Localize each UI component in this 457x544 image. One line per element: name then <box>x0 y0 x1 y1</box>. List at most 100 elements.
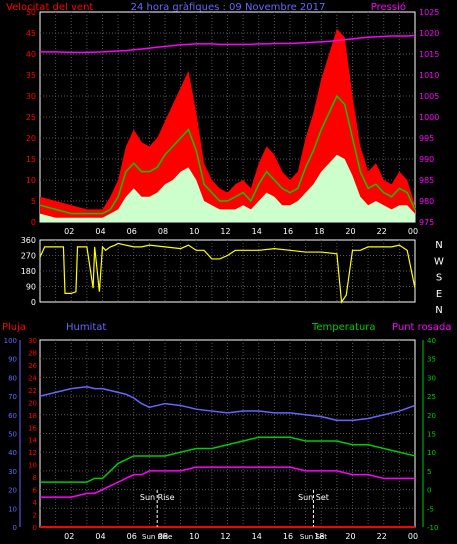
wind-speed-tick-label: 25 <box>26 113 36 122</box>
temperature-tick-label: 20 <box>427 412 436 420</box>
pressure-tick-label: 990 <box>419 155 434 164</box>
temperature-tick-label: 25 <box>427 393 436 401</box>
humidity-tick-label: 10 <box>8 505 17 513</box>
rain-tick-label: 4 <box>33 499 38 507</box>
wind-direction-line <box>39 242 416 304</box>
hour-tick-label: 18 <box>314 532 324 541</box>
hour-tick-label: 04 <box>95 227 105 236</box>
rain-tick-label: 0 <box>33 524 37 532</box>
rain-tick-label: 6 <box>33 487 38 495</box>
wind-speed-tick-label: 50 <box>26 8 36 17</box>
hour-tick-label: 10 <box>189 227 199 236</box>
rain-tick-label: 10 <box>28 462 37 470</box>
temperature-axis-title: Temperatura <box>311 322 376 333</box>
rain-tick-label: 24 <box>28 374 37 382</box>
direction-tick-label: 360 <box>21 236 36 245</box>
temperature-tick-label: 30 <box>427 374 436 382</box>
humidity-line <box>39 385 416 422</box>
temperature-tick-label: 35 <box>427 356 436 364</box>
hour-tick-label: 00 <box>408 532 418 541</box>
pressure-tick-label: 1005 <box>419 92 439 101</box>
direction-tick-label: 270 <box>21 252 36 261</box>
humidity-tick-label: 100 <box>4 337 17 345</box>
hour-tick-label: 20 <box>345 532 355 541</box>
humidity-tick-label: 0 <box>13 524 17 532</box>
hour-tick-label: 22 <box>377 227 387 236</box>
humidity-tick-label: 60 <box>8 412 17 420</box>
hour-tick-label: 16 <box>283 532 293 541</box>
rain-tick-label: 28 <box>28 349 37 357</box>
direction-tick-label: 180 <box>21 267 36 276</box>
hour-tick-label: 14 <box>252 227 262 236</box>
humidity-tick-label: 90 <box>8 356 17 364</box>
temperature-tick-label: 15 <box>427 431 436 439</box>
rain-tick-label: 8 <box>33 474 37 482</box>
pressure-tick-label: 1025 <box>419 8 439 17</box>
wind-speed-tick-label: 20 <box>26 134 36 143</box>
wind-speed-tick-label: 0 <box>31 218 36 227</box>
compass-point-label: S <box>436 273 442 284</box>
hour-tick-label: 08 <box>158 532 168 541</box>
wind-speed-tick-label: 30 <box>26 92 36 101</box>
wind-speed-tick-label: 15 <box>26 155 36 164</box>
rain-tick-label: 26 <box>28 362 37 370</box>
hour-tick-label: 02 <box>64 227 74 236</box>
rain-tick-label: 14 <box>28 437 37 445</box>
hour-tick-label: 16 <box>283 227 293 236</box>
sunrise-axis-label: Sun Rise <box>142 533 172 541</box>
pressure-tick-label: 980 <box>419 197 434 206</box>
hour-tick-label: 06 <box>127 227 137 236</box>
humidity-tick-label: 70 <box>8 393 17 401</box>
rain-tick-label: 22 <box>28 387 37 395</box>
rain-tick-label: 2 <box>33 512 37 520</box>
humidity-axis-title: Humitat <box>66 322 106 333</box>
hour-tick-label: 18 <box>314 227 324 236</box>
pressure-tick-label: 1015 <box>419 50 439 59</box>
pressure-tick-label: 985 <box>419 176 434 185</box>
sunset-label: Sun Set <box>298 493 329 502</box>
temperature-tick-label: -10 <box>427 524 438 532</box>
wind-speed-tick-label: 5 <box>31 197 36 206</box>
hour-tick-label: 04 <box>95 532 105 541</box>
pressure-axis-title: Pressió <box>371 1 406 13</box>
hour-tick-label: 06 <box>127 532 137 541</box>
pressure-line <box>40 34 416 54</box>
humidity-tick-label: 30 <box>8 468 17 476</box>
hour-tick-label: 20 <box>345 227 355 236</box>
compass-point-label: N <box>435 305 442 316</box>
hour-tick-label: 10 <box>189 532 199 541</box>
pressure-tick-label: 975 <box>419 218 434 227</box>
rain-tick-label: 30 <box>28 337 37 345</box>
wind-low-area <box>40 154 415 222</box>
rain-tick-label: 20 <box>28 399 37 407</box>
wind-speed-tick-label: 45 <box>26 29 36 38</box>
humidity-tick-label: 40 <box>8 449 17 457</box>
humidity-tick-label: 20 <box>8 487 17 495</box>
rain-tick-label: 16 <box>28 424 37 432</box>
rain-tick-label: 18 <box>28 412 37 420</box>
dewpoint-axis-title: Punt rosada <box>392 322 451 333</box>
hour-tick-label: 12 <box>220 227 230 236</box>
pressure-tick-label: 1010 <box>419 71 439 80</box>
hour-tick-label: 08 <box>158 227 168 236</box>
wind-average-line <box>39 94 416 215</box>
direction-tick-label: 90 <box>26 283 36 292</box>
hour-tick-label: 22 <box>377 532 387 541</box>
hour-tick-label: 12 <box>220 532 230 541</box>
compass-point-label: W <box>434 256 444 267</box>
humidity-tick-label: 80 <box>8 374 17 382</box>
rain-tick-label: 12 <box>28 449 37 457</box>
hour-tick-label: 02 <box>64 532 74 541</box>
compass-point-label: N <box>435 240 442 251</box>
pressure-tick-label: 1020 <box>419 29 439 38</box>
sunset-axis-label: Sun Set <box>300 533 327 541</box>
pressure-tick-label: 1000 <box>419 113 439 122</box>
pressure-tick-label: 995 <box>419 134 434 143</box>
wind-speed-tick-label: 10 <box>26 176 36 185</box>
temperature-tick-label: 0 <box>427 487 431 495</box>
hour-tick-label: 14 <box>252 532 262 541</box>
humidity-tick-label: 50 <box>8 431 17 439</box>
sunrise-label: Sun Rise <box>140 493 175 502</box>
